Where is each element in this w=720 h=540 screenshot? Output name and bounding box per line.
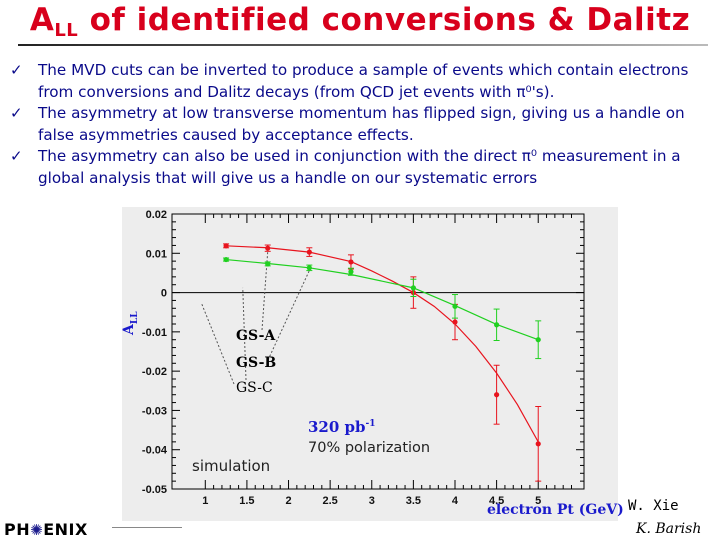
check-icon: ✓ [10, 104, 23, 122]
author-1: W. Xie [628, 498, 679, 514]
title-subscript: LL [54, 20, 79, 41]
footer-divider [112, 527, 182, 528]
y-axis-label-main: A [121, 324, 137, 335]
data-point-gs-a [348, 259, 354, 265]
y-tick-label: -0.05 [142, 484, 167, 496]
bullet-text: The asymmetry at low transverse momentum… [38, 104, 685, 144]
legend-gs-c: GS-C [236, 380, 273, 396]
x-tick-label: 4 [452, 495, 459, 507]
data-point-gs-b [265, 261, 271, 267]
title-divider [18, 44, 708, 46]
logo-burst-icon: ✺ [30, 521, 44, 539]
y-tick-label: -0.03 [142, 405, 167, 417]
data-point-gs-b [223, 256, 229, 263]
legend-pointer-line [242, 287, 247, 381]
legend-pointer-line [267, 270, 310, 361]
y-tick-label: 0.01 [146, 248, 167, 260]
bullet-item: ✓ The asymmetry at low transverse momentu… [6, 103, 714, 146]
luminosity-value: 320 pb [308, 418, 366, 436]
bullet-list: ✓ The MVD cuts can be inverted to produce… [6, 60, 714, 189]
phenix-logo: PH✺ENIX [4, 520, 88, 539]
x-tick-label: 2.5 [322, 495, 337, 507]
y-axis-label-sub: LL [129, 311, 140, 325]
legend-gs-b: GS-B [236, 355, 277, 371]
legend-pointer-line [200, 302, 235, 385]
x-tick-label: 3 [369, 495, 375, 507]
check-icon: ✓ [10, 147, 23, 165]
data-point-gs-a [265, 245, 271, 251]
data-point-gs-b [410, 285, 416, 291]
x-tick-label: 1 [202, 495, 208, 507]
x-tick-label: 4.5 [489, 495, 504, 507]
data-point-gs-a [452, 319, 458, 325]
luminosity-unit: -1 [365, 419, 376, 429]
data-point-gs-a [223, 243, 229, 249]
data-point-gs-b [535, 337, 541, 343]
plot-background [122, 207, 618, 521]
slide-title: ALL of identified conversions & Dalitz [0, 2, 720, 41]
plot-frame-border [171, 213, 585, 490]
y-tick-label: -0.02 [142, 366, 167, 378]
data-point-gs-a [535, 441, 541, 447]
x-axis-label: electron Pt (GeV) [487, 502, 624, 518]
logo-right: ENIX [43, 520, 88, 539]
bullet-item: ✓ The MVD cuts can be inverted to produce… [6, 60, 714, 103]
data-point-gs-a [306, 249, 312, 255]
title-rest: of identified conversions & Dalitz [78, 2, 691, 38]
data-point-gs-b [348, 269, 354, 275]
logo-left: PH [4, 520, 31, 539]
title-a: A [29, 2, 55, 38]
data-point-gs-a [494, 392, 500, 398]
y-tick-label: -0.01 [142, 327, 167, 339]
y-tick-label: -0.04 [142, 445, 168, 457]
y-axis-label: ALL [121, 311, 140, 335]
author-2: K. Barish [636, 521, 702, 537]
x-tick-label: 5 [535, 495, 541, 507]
y-tick-label: 0.02 [146, 209, 167, 221]
x-tick-label: 1.5 [239, 495, 254, 507]
legend-gs-a: GS-A [236, 328, 276, 344]
data-point-gs-b [494, 322, 500, 328]
simulation-label: simulation [192, 457, 271, 475]
data-point-gs-b [452, 303, 458, 309]
y-tick-label: 0 [161, 288, 167, 300]
bullet-item: ✓ The asymmetry can also be used in conju… [6, 146, 714, 189]
polarization-label: 70% polarization [308, 440, 431, 456]
data-point-gs-b [306, 265, 312, 271]
check-icon: ✓ [10, 61, 23, 79]
fit-curve-gs-b [226, 258, 539, 341]
bullet-text: The asymmetry can also be used in conjun… [38, 147, 681, 187]
luminosity-label: 320 pb-1 [308, 418, 376, 436]
bullet-text: The MVD cuts can be inverted to produce … [38, 61, 689, 101]
x-tick-label: 3.5 [406, 495, 421, 507]
x-tick-label: 2 [285, 495, 291, 507]
